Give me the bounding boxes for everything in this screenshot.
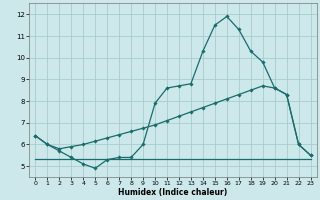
X-axis label: Humidex (Indice chaleur): Humidex (Indice chaleur) [118, 188, 228, 197]
